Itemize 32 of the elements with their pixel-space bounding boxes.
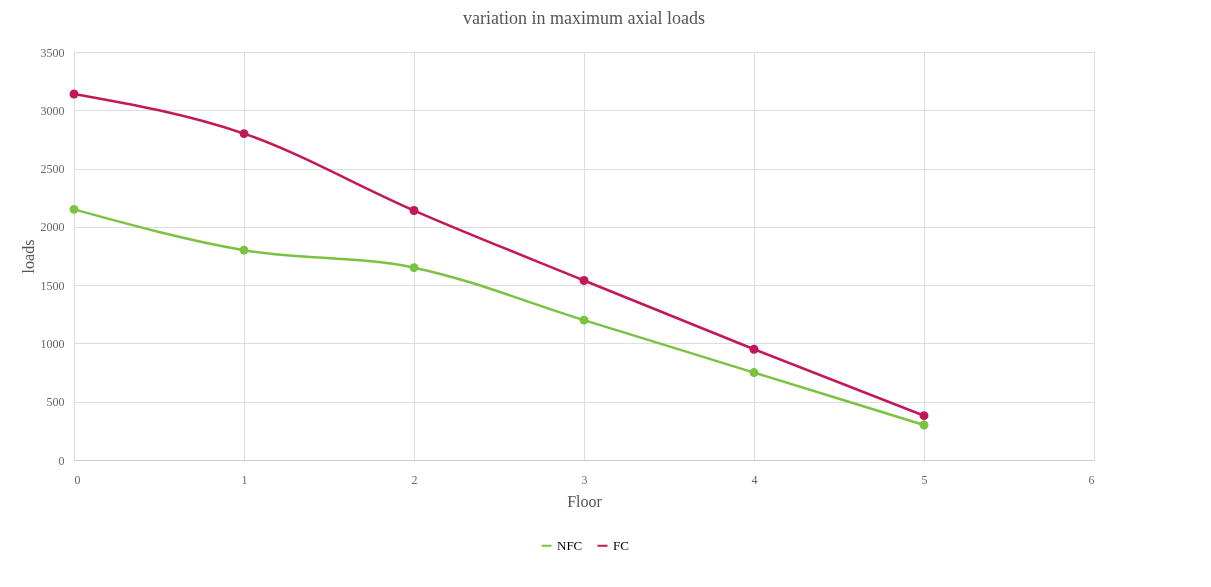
chart-title: variation in maximum axial loads	[463, 8, 705, 28]
y-tick-label: 500	[46, 395, 65, 410]
y-tick-label: 2000	[40, 220, 65, 235]
x-axis-title: Floor	[567, 492, 603, 510]
legend-label: FC	[613, 537, 629, 553]
point	[919, 420, 929, 430]
point	[579, 276, 589, 285]
point	[749, 344, 759, 354]
point	[749, 368, 759, 378]
y-axis-title: loads	[19, 239, 37, 274]
point	[409, 263, 419, 273]
x-tick-label: 0	[74, 472, 81, 487]
point	[69, 204, 79, 214]
y-tick-label: 3500	[40, 45, 65, 60]
x-tick-label: 4	[751, 472, 758, 487]
point	[579, 315, 589, 325]
x-tick-label: 1	[241, 472, 248, 487]
y-tick-label: 0	[58, 453, 65, 468]
legend-label: NFC	[557, 537, 583, 553]
point	[409, 206, 419, 215]
x-tick-label: 3	[581, 472, 588, 487]
point	[69, 89, 79, 99]
point	[919, 411, 929, 421]
x-tick-label: 6	[1088, 472, 1095, 487]
point	[239, 129, 249, 139]
y-tick-label: 1000	[40, 336, 65, 351]
point	[239, 245, 249, 255]
x-tick-label: 5	[921, 472, 928, 487]
y-tick-label: 2500	[40, 162, 65, 177]
y-tick-label: 1500	[40, 278, 65, 293]
x-tick-label: 2	[411, 472, 418, 487]
y-tick-label: 3000	[40, 103, 65, 118]
